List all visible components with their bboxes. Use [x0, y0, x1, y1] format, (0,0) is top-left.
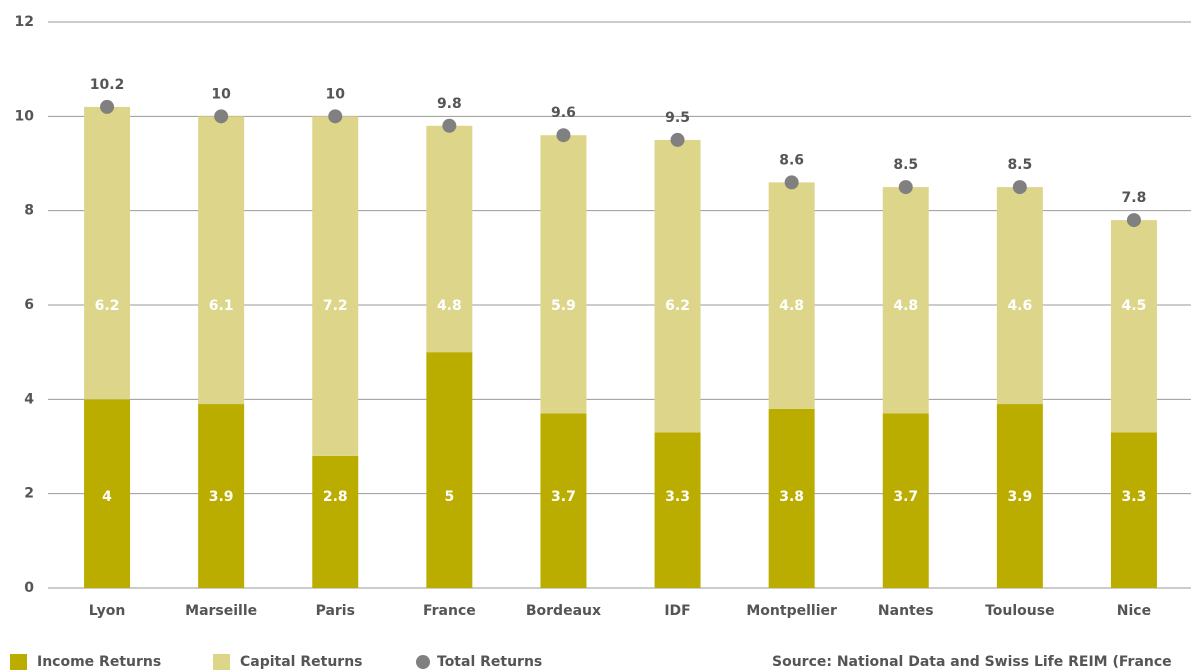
y-tick-label: 0	[24, 580, 34, 596]
total-label: 8.5	[1007, 157, 1032, 173]
bar-segment	[426, 125, 473, 353]
x-tick-label: Toulouse	[985, 603, 1055, 619]
bar-segment	[654, 139, 701, 433]
bar-segment	[84, 399, 131, 588]
bar-label: 6.2	[95, 298, 120, 314]
x-tick-label: Bordeaux	[526, 603, 601, 619]
bar-label: 2.8	[323, 489, 348, 505]
legend-marker	[213, 654, 230, 670]
bar-segment	[882, 413, 929, 588]
bar-label: 3.9	[209, 489, 234, 505]
y-tick-label: 4	[24, 391, 34, 407]
total-label: 9.6	[551, 105, 576, 121]
bar-segment	[312, 455, 359, 588]
bar-label: 4	[102, 489, 112, 505]
x-tick-label: Paris	[316, 603, 355, 619]
x-tick-label: Montpellier	[746, 603, 837, 619]
bar-label: 7.2	[323, 298, 348, 314]
bar-label: 4.8	[779, 298, 804, 314]
total-dot	[784, 175, 799, 190]
legend-label: Capital Returns	[240, 654, 363, 670]
bar-segment	[84, 106, 131, 400]
legend-marker	[416, 655, 430, 669]
bar-segment	[768, 182, 815, 409]
total-label: 9.5	[665, 110, 690, 126]
bar-segment	[198, 116, 245, 405]
legend-label: Total Returns	[437, 654, 542, 670]
bar-label: 3.7	[893, 489, 918, 505]
total-dot	[214, 109, 229, 124]
bar-segment	[996, 404, 1043, 588]
y-tick-label: 6	[24, 297, 34, 313]
bar-label: 3.7	[551, 489, 576, 505]
bar-label: 3.9	[1007, 489, 1032, 505]
bar-segment	[312, 116, 359, 456]
total-dot	[100, 99, 115, 114]
bar-label: 3.3	[1122, 489, 1147, 505]
total-label: 10	[211, 86, 231, 102]
bar-label: 3.3	[665, 489, 690, 505]
bar-label: 5	[444, 489, 454, 505]
y-tick-label: 2	[24, 486, 34, 502]
x-tick-label: IDF	[664, 603, 690, 619]
source: Source: National Data and Swiss Life REI…	[772, 654, 1172, 670]
total-label: 7.8	[1122, 190, 1147, 206]
x-tick-label: Marseille	[185, 603, 257, 619]
total-label: 10	[326, 86, 346, 102]
bar-label: 5.9	[551, 298, 576, 314]
total-label: 10.2	[90, 77, 125, 93]
y-tick-label: 10	[15, 108, 35, 124]
bar-label: 6.1	[209, 298, 234, 314]
total-dot	[1012, 180, 1027, 195]
bar-label: 6.2	[665, 298, 690, 314]
bar-label: 4.8	[893, 298, 918, 314]
y-tick-label: 12	[15, 14, 34, 30]
bar-segment	[540, 135, 587, 414]
bar-label: 4.8	[437, 298, 462, 314]
legend-label: Income Returns	[37, 654, 161, 670]
bar-segment	[1110, 220, 1157, 433]
bar-segment	[996, 187, 1043, 405]
total-dot	[670, 132, 685, 147]
x-tick-label: France	[423, 603, 476, 619]
x-tick-label: Nice	[1117, 603, 1151, 619]
bar-segment	[882, 187, 929, 414]
bar-segment	[426, 352, 473, 588]
bar-label: 4.5	[1122, 298, 1147, 314]
bar-label: 4.6	[1007, 298, 1032, 314]
bar-label: 3.8	[779, 489, 804, 505]
total-label: 8.6	[779, 152, 804, 168]
total-dot	[328, 109, 343, 124]
total-label: 9.8	[437, 96, 462, 112]
legend-marker	[10, 654, 27, 670]
bar-segment	[1110, 432, 1157, 588]
total-dot	[1126, 213, 1141, 228]
total-dot	[556, 128, 571, 143]
bar-segment	[768, 408, 815, 588]
bar-segment	[198, 404, 245, 588]
x-tick-label: Nantes	[878, 603, 934, 619]
total-dot	[898, 180, 913, 195]
total-label: 8.5	[893, 157, 918, 173]
bar-segment	[540, 413, 587, 588]
y-tick-label: 8	[24, 203, 34, 219]
bar-segment	[654, 432, 701, 588]
x-tick-label: Lyon	[89, 603, 126, 619]
total-dot	[442, 118, 457, 133]
